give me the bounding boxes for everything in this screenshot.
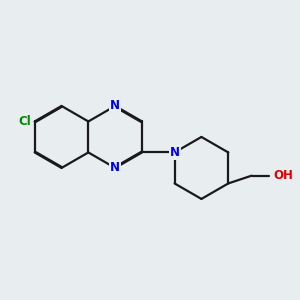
Text: OH: OH (274, 169, 293, 182)
Text: N: N (110, 161, 120, 174)
Text: Cl: Cl (18, 115, 31, 128)
Text: N: N (169, 146, 180, 159)
Text: N: N (110, 100, 120, 112)
